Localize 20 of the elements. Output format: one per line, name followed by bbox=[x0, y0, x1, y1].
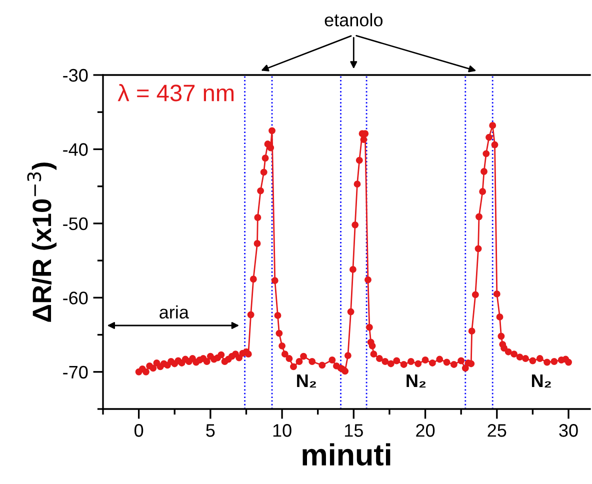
annotation: N₂ bbox=[297, 374, 316, 388]
x-tick-label: 5 bbox=[206, 424, 215, 437]
annotation: N₂ bbox=[532, 374, 551, 388]
annotation: λ = 437 nm bbox=[118, 84, 234, 102]
x-tick-label: 25 bbox=[488, 424, 506, 437]
y-axis-title: ΔR/R (x10$^{−3}$) bbox=[27, 162, 56, 322]
x-tick-label: 30 bbox=[559, 424, 578, 437]
annotation: N₂ bbox=[406, 374, 426, 388]
x-tick-label: 20 bbox=[416, 424, 435, 437]
y-tick-label: -40 bbox=[63, 143, 88, 156]
y-tick-label: -30 bbox=[63, 68, 88, 82]
annotation: aria bbox=[160, 305, 189, 319]
text: etanolo bbox=[324, 13, 383, 26]
x-tick-label: 15 bbox=[345, 424, 363, 437]
x-tick-label: 10 bbox=[273, 424, 292, 437]
x-axis-title: minuti bbox=[302, 443, 390, 466]
y-tick-label: -50 bbox=[63, 217, 88, 230]
y-tick-label: -70 bbox=[63, 366, 88, 379]
x-tick-label: 0 bbox=[134, 424, 144, 437]
y-tick-label: -60 bbox=[63, 292, 88, 304]
